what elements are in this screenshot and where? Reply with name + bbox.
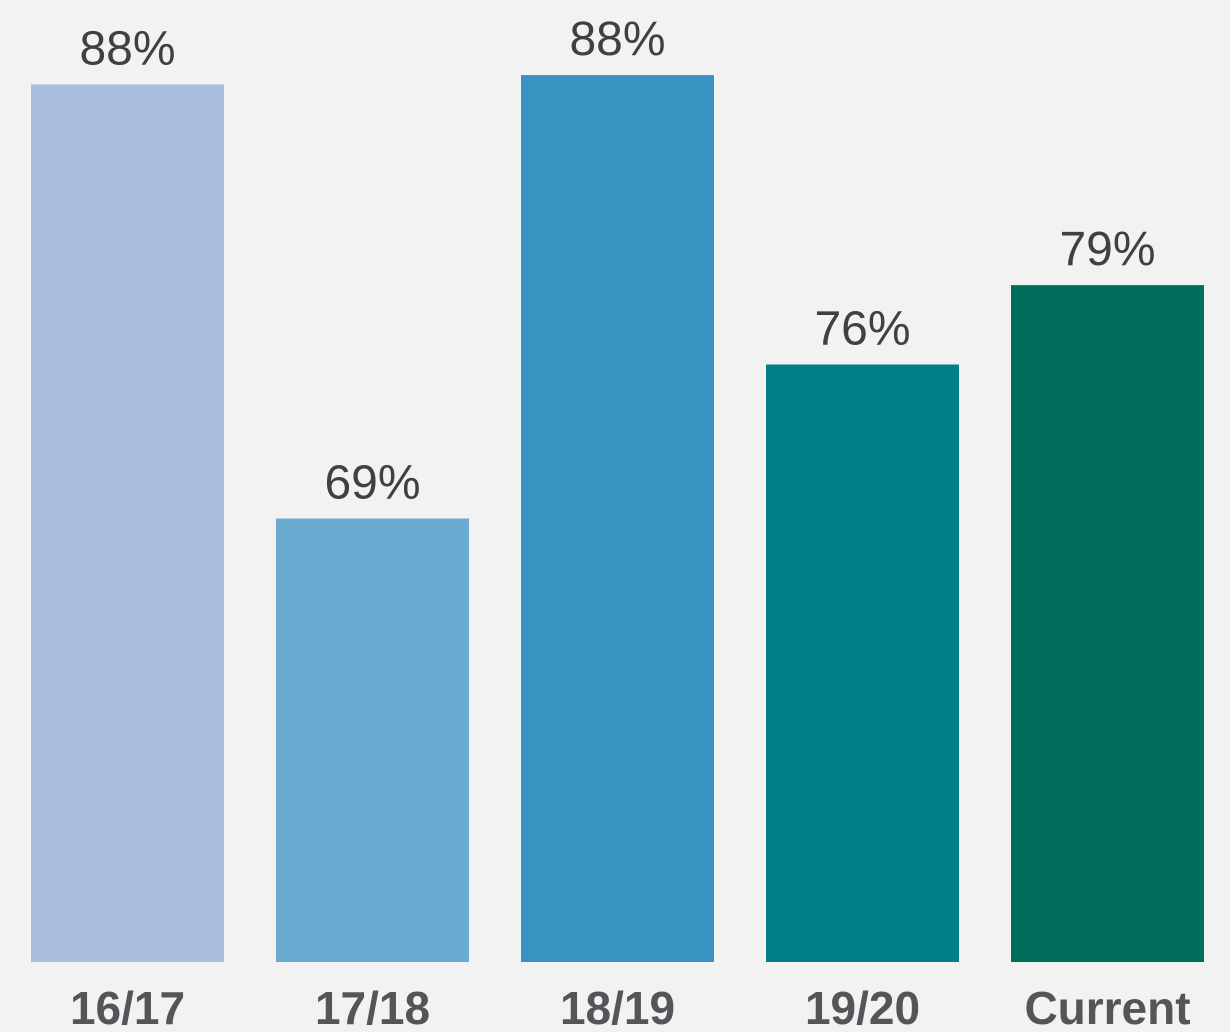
bar xyxy=(1011,285,1204,962)
value-label: 76% xyxy=(814,302,910,355)
bar xyxy=(766,364,959,963)
x-tick-label: Current xyxy=(1024,982,1190,1032)
bar xyxy=(276,518,469,962)
x-tick-label: 16/17 xyxy=(70,982,185,1032)
bar xyxy=(31,84,224,962)
value-label: 69% xyxy=(324,457,420,510)
value-label: 88% xyxy=(79,22,175,75)
x-tick-label: 18/19 xyxy=(560,982,675,1032)
value-label: 79% xyxy=(1059,223,1155,276)
value-label: 88% xyxy=(569,13,665,66)
x-tick-label: 17/18 xyxy=(315,982,430,1032)
bar xyxy=(521,75,714,962)
x-tick-label: 19/20 xyxy=(805,982,920,1032)
